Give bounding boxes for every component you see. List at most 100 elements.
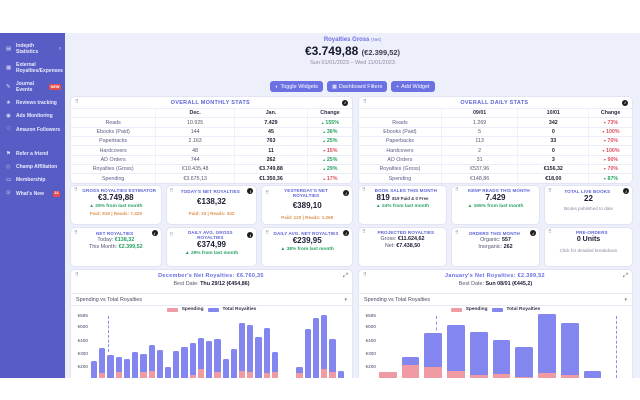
table-row[interactable]: Royalties (Gross) €10.435,48 €3.749,88 ▲ 29% [71, 164, 352, 174]
drag-handle-icon[interactable]: ⠿ [75, 272, 79, 278]
drag-handle-icon[interactable]: ⠿ [548, 187, 552, 194]
drag-handle-icon[interactable]: ⠿ [548, 229, 552, 235]
drag-handle-icon[interactable]: ⠿ [363, 272, 367, 278]
bar-day-10[interactable] [583, 310, 602, 378]
net-royalties-card[interactable]: ⠿ NET ROYALTIES i Today: €138,32 This Mo… [70, 227, 162, 267]
drag-handle-icon[interactable]: ⠿ [265, 229, 270, 236]
info-icon[interactable]: i [342, 99, 348, 106]
table-row[interactable]: Reads 1.269 342 ▼ 73% [359, 117, 632, 127]
table-row[interactable]: Hardcovers 2 0 ▼ 100% [359, 145, 632, 155]
bar-day-8[interactable] [148, 310, 155, 378]
drag-handle-icon[interactable]: ⠿ [169, 231, 174, 238]
drag-handle-icon[interactable]: ⠿ [455, 187, 459, 193]
drag-handle-icon[interactable]: ⠿ [363, 99, 367, 105]
bar-day-3[interactable] [424, 310, 443, 378]
projected-royalties-card[interactable]: ⠿ PROJECTED ROYALTIES Gross: €11.624,62 … [358, 227, 447, 267]
table-row[interactable]: Reads 10.925 7.429 ▲ 155% [71, 117, 352, 127]
bar-day-9[interactable] [560, 310, 579, 378]
bar-day-8[interactable] [538, 310, 556, 378]
bar-day-19[interactable] [238, 310, 246, 378]
gross-royalties-estimator-card[interactable]: ⠿ GROSS ROYALTIES ESTIMATOR €3.749,88 ▲ … [70, 185, 162, 225]
drag-handle-icon[interactable]: ⠿ [455, 229, 459, 236]
table-row[interactable]: Hardcovers 48 11 ▼ 15% [71, 145, 352, 155]
bar-day-18[interactable] [230, 310, 237, 378]
bar-day-28[interactable] [312, 310, 320, 378]
bar-day-2[interactable] [99, 310, 106, 378]
table-row[interactable]: Royalties (Gross) €537,96 €156,32 ▼ 70% [359, 164, 632, 174]
daily-avg-net-royalties-card[interactable]: ⠿ DAILY AVG. NET ROYALTIES i €239,95 ▲ 3… [261, 227, 354, 267]
drag-handle-icon[interactable]: ⠿ [74, 187, 78, 193]
kenp-reads-this-month-card[interactable]: ⠿ KENP READS THIS MONTH 7.429 ▲ 155% fro… [451, 185, 540, 225]
table-row[interactable]: Spending €3.675,13 €1.350,36 ▲ 17% [71, 173, 352, 183]
yesterdays-net-royalties-card[interactable]: ⠿ YESTERDAY'S NET ROYALTIES i €389,10 Pa… [261, 185, 354, 225]
table-row[interactable]: AD Orders 31 3 ▼ 90% [359, 154, 632, 165]
info-icon[interactable]: i [343, 230, 350, 236]
bar-day-2[interactable] [401, 310, 420, 378]
book-sales-this-month-card[interactable]: ⠿ BOOK SALES THIS MONTH 819 819 Paid & 0… [358, 185, 447, 225]
bar-day-9[interactable] [156, 310, 163, 378]
bar-day-20[interactable] [247, 310, 254, 378]
preorders-card[interactable]: ⠿ PRE-ORDERS 0 Units Click for detailed … [544, 227, 633, 267]
bar-day-6[interactable] [492, 310, 511, 378]
sidebar-item-external-royalties-expenses[interactable]: ▦ External Royalties/Expenses [0, 59, 65, 78]
info-icon[interactable]: i [622, 99, 628, 106]
bar-day-25[interactable] [288, 310, 294, 378]
bar-day-23[interactable] [271, 310, 279, 378]
bar-day-6[interactable] [132, 310, 139, 378]
orders-this-month-card[interactable]: ⠿ ORDERS THIS MONTH i Organic: 557 Inorg… [451, 227, 540, 267]
toggle-widgets-button[interactable]: ◐ Toggle Widgets [270, 81, 324, 92]
bar-day-30[interactable] [329, 310, 336, 378]
expand-icon[interactable]: ⤢ [623, 272, 628, 279]
bar-day-29[interactable] [321, 310, 328, 378]
bar-day-10[interactable] [164, 310, 172, 378]
bar-day-7[interactable] [515, 310, 534, 378]
bar-day-12[interactable] [181, 310, 188, 378]
bar-day-14[interactable] [197, 310, 205, 378]
bar-day-5[interactable] [469, 310, 488, 378]
info-icon[interactable]: i [247, 188, 254, 194]
sidebar-item-whats-new[interactable]: ⊙ What's New 14 [0, 187, 65, 200]
drag-handle-icon[interactable]: ⠿ [75, 99, 79, 105]
bar-day-15[interactable] [206, 310, 213, 378]
sidebar-item-champ-affiliation[interactable]: ◇ Champ Affiliation [0, 161, 65, 174]
bar-day-27[interactable] [304, 310, 311, 378]
todays-net-royalties-card[interactable]: ⠿ TODAY'S NET ROYALTIES i €138,32 Paid: … [165, 185, 258, 225]
bar-day-21[interactable] [255, 310, 262, 378]
add-widget-button[interactable]: + Add Widget [391, 81, 435, 92]
bar-day-5[interactable] [123, 310, 131, 378]
bar-day-11[interactable] [606, 310, 624, 378]
chart-metric-select[interactable]: Spending vs Total Royalties ▾ [71, 293, 352, 306]
sidebar-item-amazon-followers[interactable]: ♡ Amazon Followers [0, 123, 65, 136]
sidebar-item-reviews-tracking[interactable]: ★ Reviews tracking [0, 97, 65, 110]
bar-day-7[interactable] [140, 310, 147, 378]
bar-day-24[interactable] [280, 310, 286, 378]
bar-day-3[interactable] [107, 310, 114, 378]
bar-day-17[interactable] [222, 310, 229, 378]
table-row[interactable]: Paperbacks 113 33 ▼ 70% [359, 136, 632, 146]
table-row[interactable]: Royalties (Net)€6.760,35€2.399,52▲38% [71, 182, 352, 183]
bar-day-4[interactable] [115, 310, 122, 378]
card-note[interactable]: Click for detailed breakdown [559, 247, 618, 253]
info-icon[interactable]: i [247, 232, 254, 238]
bar-day-31[interactable] [337, 310, 344, 378]
info-icon[interactable]: i [623, 188, 629, 194]
drag-handle-icon[interactable]: ⠿ [169, 187, 174, 194]
table-row[interactable]: Paperbacks 2.163 763 ▲ 25% [71, 136, 352, 146]
sidebar-item-indepth-statistics[interactable]: ▤ Indepth Statistics › [0, 40, 65, 59]
total-live-books-card[interactable]: ⠿ TOTAL LIVE BOOKS i 22 Books published … [544, 185, 633, 225]
bar-day-4[interactable] [447, 310, 465, 378]
table-row[interactable]: Royalties (Net)€389,10€138,32▼64% [359, 182, 632, 183]
sidebar-item-membership[interactable]: ▭ Membership [0, 174, 65, 187]
drag-handle-icon[interactable]: ⠿ [74, 229, 78, 236]
drag-handle-icon[interactable]: ⠿ [362, 187, 366, 193]
info-icon[interactable]: i [343, 190, 350, 196]
bar-day-1[interactable] [379, 310, 397, 378]
chart-metric-select[interactable]: Spending vs Total Royalties ▾ [359, 293, 632, 306]
table-row[interactable]: AD Orders 744 262 ▲ 25% [71, 154, 352, 165]
info-icon[interactable]: i [151, 230, 158, 236]
info-icon[interactable]: i [530, 230, 536, 236]
sidebar-item-refer-a-friend[interactable]: ⚑ Refer a friend [0, 147, 65, 160]
bar-day-11[interactable] [173, 310, 180, 378]
drag-handle-icon[interactable]: ⠿ [265, 189, 270, 196]
bar-day-22[interactable] [263, 310, 270, 378]
